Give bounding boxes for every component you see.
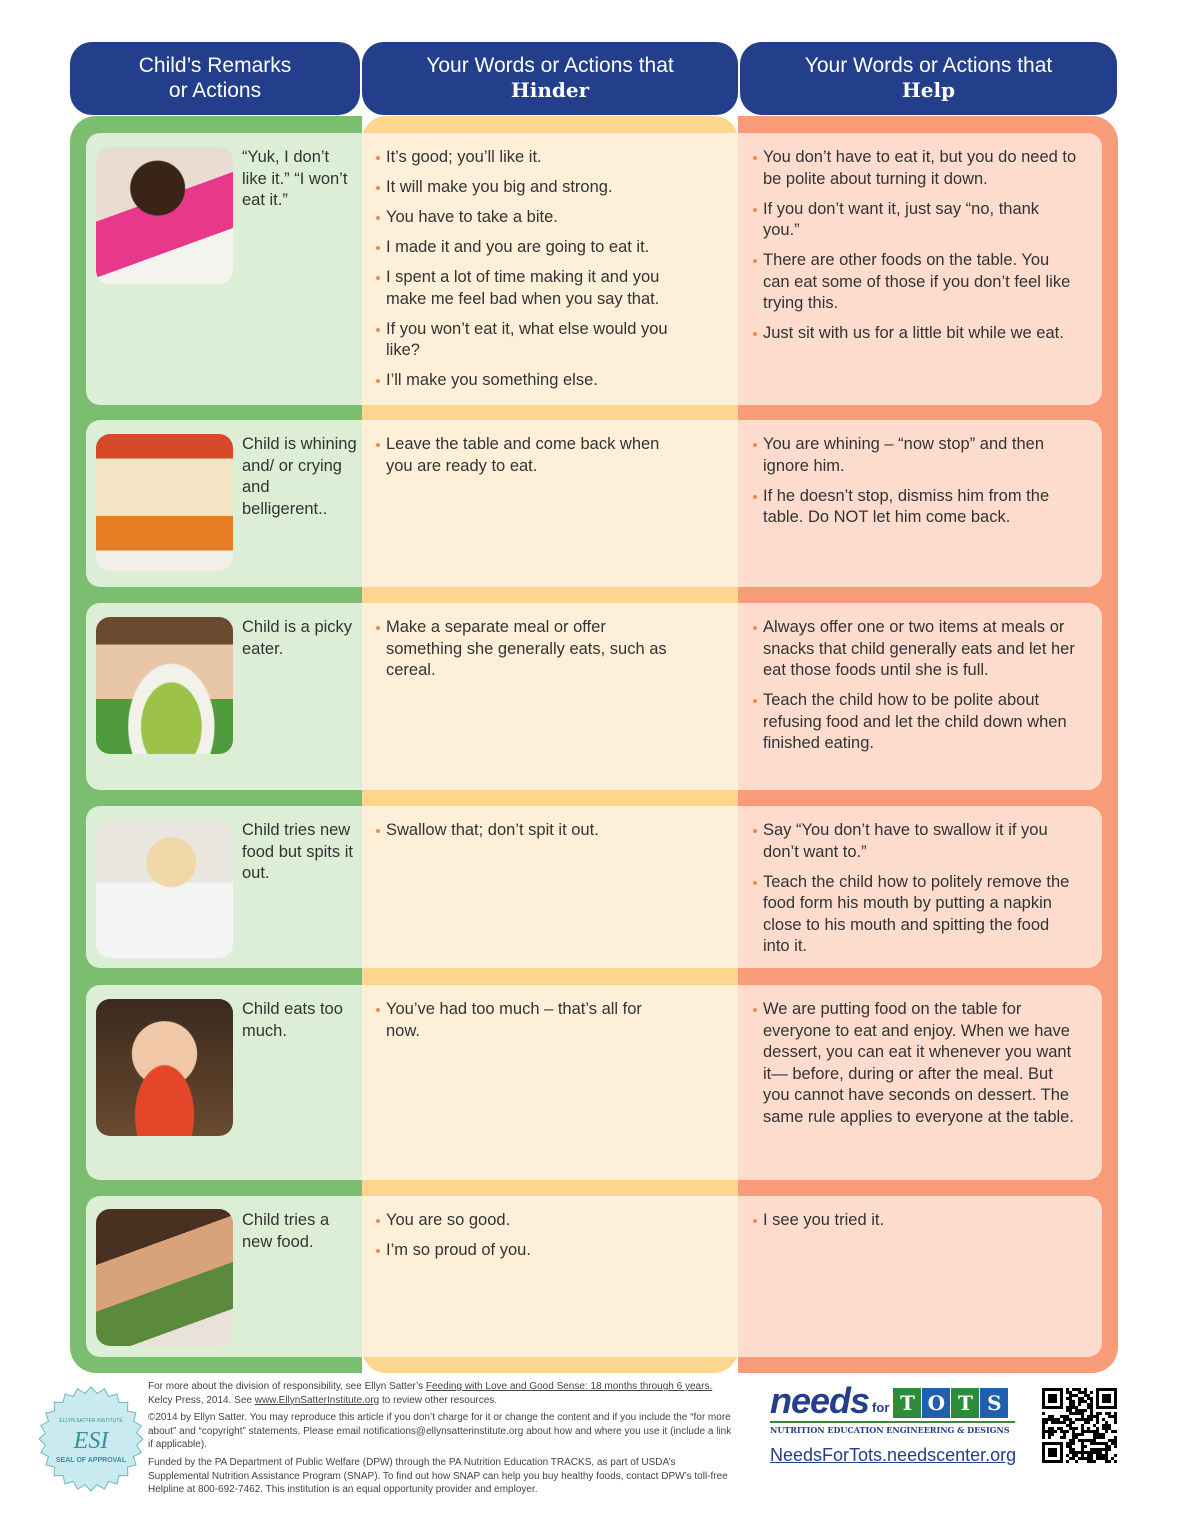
row-hinder-cell <box>362 133 738 405</box>
hinder-item: Swallow that; don’t spit it out. <box>376 820 676 842</box>
girl-trying-salad-photo <box>96 1209 233 1346</box>
hinder-item: I’ll make you something else. <box>376 370 676 392</box>
help-item: Just sit with us for a little bit while … <box>753 323 1078 345</box>
footer-text-part: to review other resources. <box>379 1394 498 1406</box>
crying-boy-at-table-photo <box>96 434 233 571</box>
logo-for: for <box>872 1400 890 1415</box>
footer-copyright: ©2014 by Ellyn Satter. You may reproduce… <box>148 1412 732 1451</box>
row-hinder-cell <box>362 1196 738 1357</box>
row-hinder-cell <box>362 806 738 968</box>
needs-for-tots-link[interactable]: NeedsForTots.needscenter.org <box>770 1445 1017 1465</box>
tots-block: T <box>951 1388 980 1418</box>
row-help-cell <box>738 1196 1102 1357</box>
help-list: You are whining – “now stop” and then ig… <box>753 434 1078 537</box>
hinder-item: I made it and you are going to eat it. <box>376 237 676 259</box>
header-line: Your Words or Actions that <box>804 54 1053 77</box>
header-line: or Actions <box>168 79 262 102</box>
row-hinder-cell <box>362 603 738 790</box>
help-item: Teach the child how to politely remove t… <box>753 872 1078 958</box>
hinder-list: Make a separate meal or offer something … <box>376 617 676 690</box>
tots-block: O <box>922 1388 951 1418</box>
help-item: You don’t have to eat it, but you do nee… <box>753 147 1078 190</box>
header-help: Your Words or Actions that Help <box>740 42 1117 115</box>
footer-text-part: Kelcy Press, 2014. See <box>148 1394 255 1406</box>
child-remark: Child tries a new food. <box>242 1211 330 1251</box>
row-help-cell <box>738 420 1102 587</box>
toddler-spitting-food-photo <box>96 821 233 958</box>
seal-top-text: ELLYN SATTER INSTITUTE <box>59 1418 123 1424</box>
row-help-cell <box>738 603 1102 790</box>
header-hinder: Your Words or Actions that Hinder <box>362 42 738 115</box>
help-item: Always offer one or two items at meals o… <box>753 617 1078 682</box>
header-childs-remarks: Child’s Remarks or Actions <box>70 42 360 115</box>
footer-text-part: For more about the division of responsib… <box>148 1381 426 1392</box>
child-remark: Child eats too much. <box>242 1000 343 1040</box>
hinder-item: I’m so proud of you. <box>376 1240 676 1262</box>
help-list: You don’t have to eat it, but you do nee… <box>753 147 1078 353</box>
hinder-item: You’ve had too much – that’s all for now… <box>376 999 676 1042</box>
child-remark: Child is a picky eater. <box>242 618 353 658</box>
row-hinder-cell <box>362 420 738 587</box>
help-list: Always offer one or two items at meals o… <box>753 617 1078 763</box>
help-item: Teach the child how to be polite about r… <box>753 690 1078 755</box>
help-item: We are putting food on the table for eve… <box>753 999 1078 1128</box>
seal-esi-text: ESI <box>73 1428 110 1454</box>
help-item: There are other foods on the table. You … <box>753 250 1078 315</box>
hinder-list: Swallow that; don’t spit it out. <box>376 820 676 850</box>
hinder-item: It’s good; you’ll like it. <box>376 147 676 169</box>
hinder-item: You are so good. <box>376 1210 676 1232</box>
hinder-item: I spent a lot of time making it and you … <box>376 267 676 310</box>
picky-eater-with-soup-photo <box>96 617 233 754</box>
row-help-cell <box>738 806 1102 968</box>
esi-seal-of-approval-logo: ELLYN SATTER INSTITUTE ESI SEAL OF APPRO… <box>38 1386 144 1492</box>
child-remark: Child is whining and/ or crying and bell… <box>242 435 357 518</box>
help-list: Say “You don’t have to swallow it if you… <box>753 820 1078 966</box>
footer-funding: Funded by the PA Department of Public We… <box>148 1456 728 1496</box>
child-pushing-plate-photo <box>96 147 233 284</box>
tots-block: S <box>980 1388 1009 1418</box>
seal-bottom-text: SEAL OF APPROVAL <box>56 1457 127 1464</box>
esi-website-link[interactable]: www.EllynSatterInstitute.org <box>254 1394 380 1406</box>
help-list: We are putting food on the table for eve… <box>753 999 1078 1137</box>
header-hinder-label: Hinder <box>510 78 590 102</box>
qr-code[interactable] <box>1042 1388 1117 1463</box>
logo-needs: needs <box>770 1380 870 1421</box>
hinder-list: You are so good. I’m so proud of you. <box>376 1210 676 1270</box>
hinder-item: Leave the table and come back when you a… <box>376 434 676 477</box>
child-remark: “Yuk, I don’t like it.” “I won’t eat it.… <box>242 148 348 209</box>
boy-eating-spaghetti-photo <box>96 999 233 1136</box>
header-line: Your Words or Actions that <box>426 54 674 77</box>
help-item: If he doesn’t stop, dismiss him from the… <box>753 486 1078 529</box>
logo-rule <box>770 1421 1015 1423</box>
header-line: Child’s Remarks <box>138 54 292 77</box>
row-help-cell <box>738 133 1102 405</box>
hinder-list: Leave the table and come back when you a… <box>376 434 676 486</box>
hinder-list: It’s good; you’ll like it. It will make y… <box>376 147 676 400</box>
header-help-label: Help <box>901 78 956 102</box>
hinder-item: You have to take a bite. <box>376 207 676 229</box>
help-item: Say “You don’t have to swallow it if you… <box>753 820 1078 863</box>
row-hinder-cell <box>362 985 738 1180</box>
footer-resources: For more about the division of responsib… <box>148 1380 738 1407</box>
tots-block: T <box>893 1388 922 1418</box>
book-title: Feeding with Love and Good Sense: 18 mon… <box>425 1381 713 1392</box>
logo-tagline: NUTRITION EDUCATION ENGINEERING & DESIGN… <box>770 1425 1010 1435</box>
help-item: If you don’t want it, just say “no, than… <box>753 199 1078 242</box>
child-remark: Child tries new food but spits it out. <box>242 821 353 882</box>
hinder-item: It will make you big and strong. <box>376 177 676 199</box>
help-list: I see you tried it. <box>753 1210 1078 1240</box>
help-item: You are whining – “now stop” and then ig… <box>753 434 1078 477</box>
row-help-cell <box>738 985 1102 1180</box>
hinder-item: If you won’t eat it, what else would you… <box>376 319 676 362</box>
hinder-item: Make a separate meal or offer something … <box>376 617 676 682</box>
footer-text: For more about the division of responsib… <box>148 1380 738 1501</box>
help-item: I see you tried it. <box>753 1210 1078 1232</box>
hinder-list: You’ve had too much – that’s all for now… <box>376 999 676 1051</box>
